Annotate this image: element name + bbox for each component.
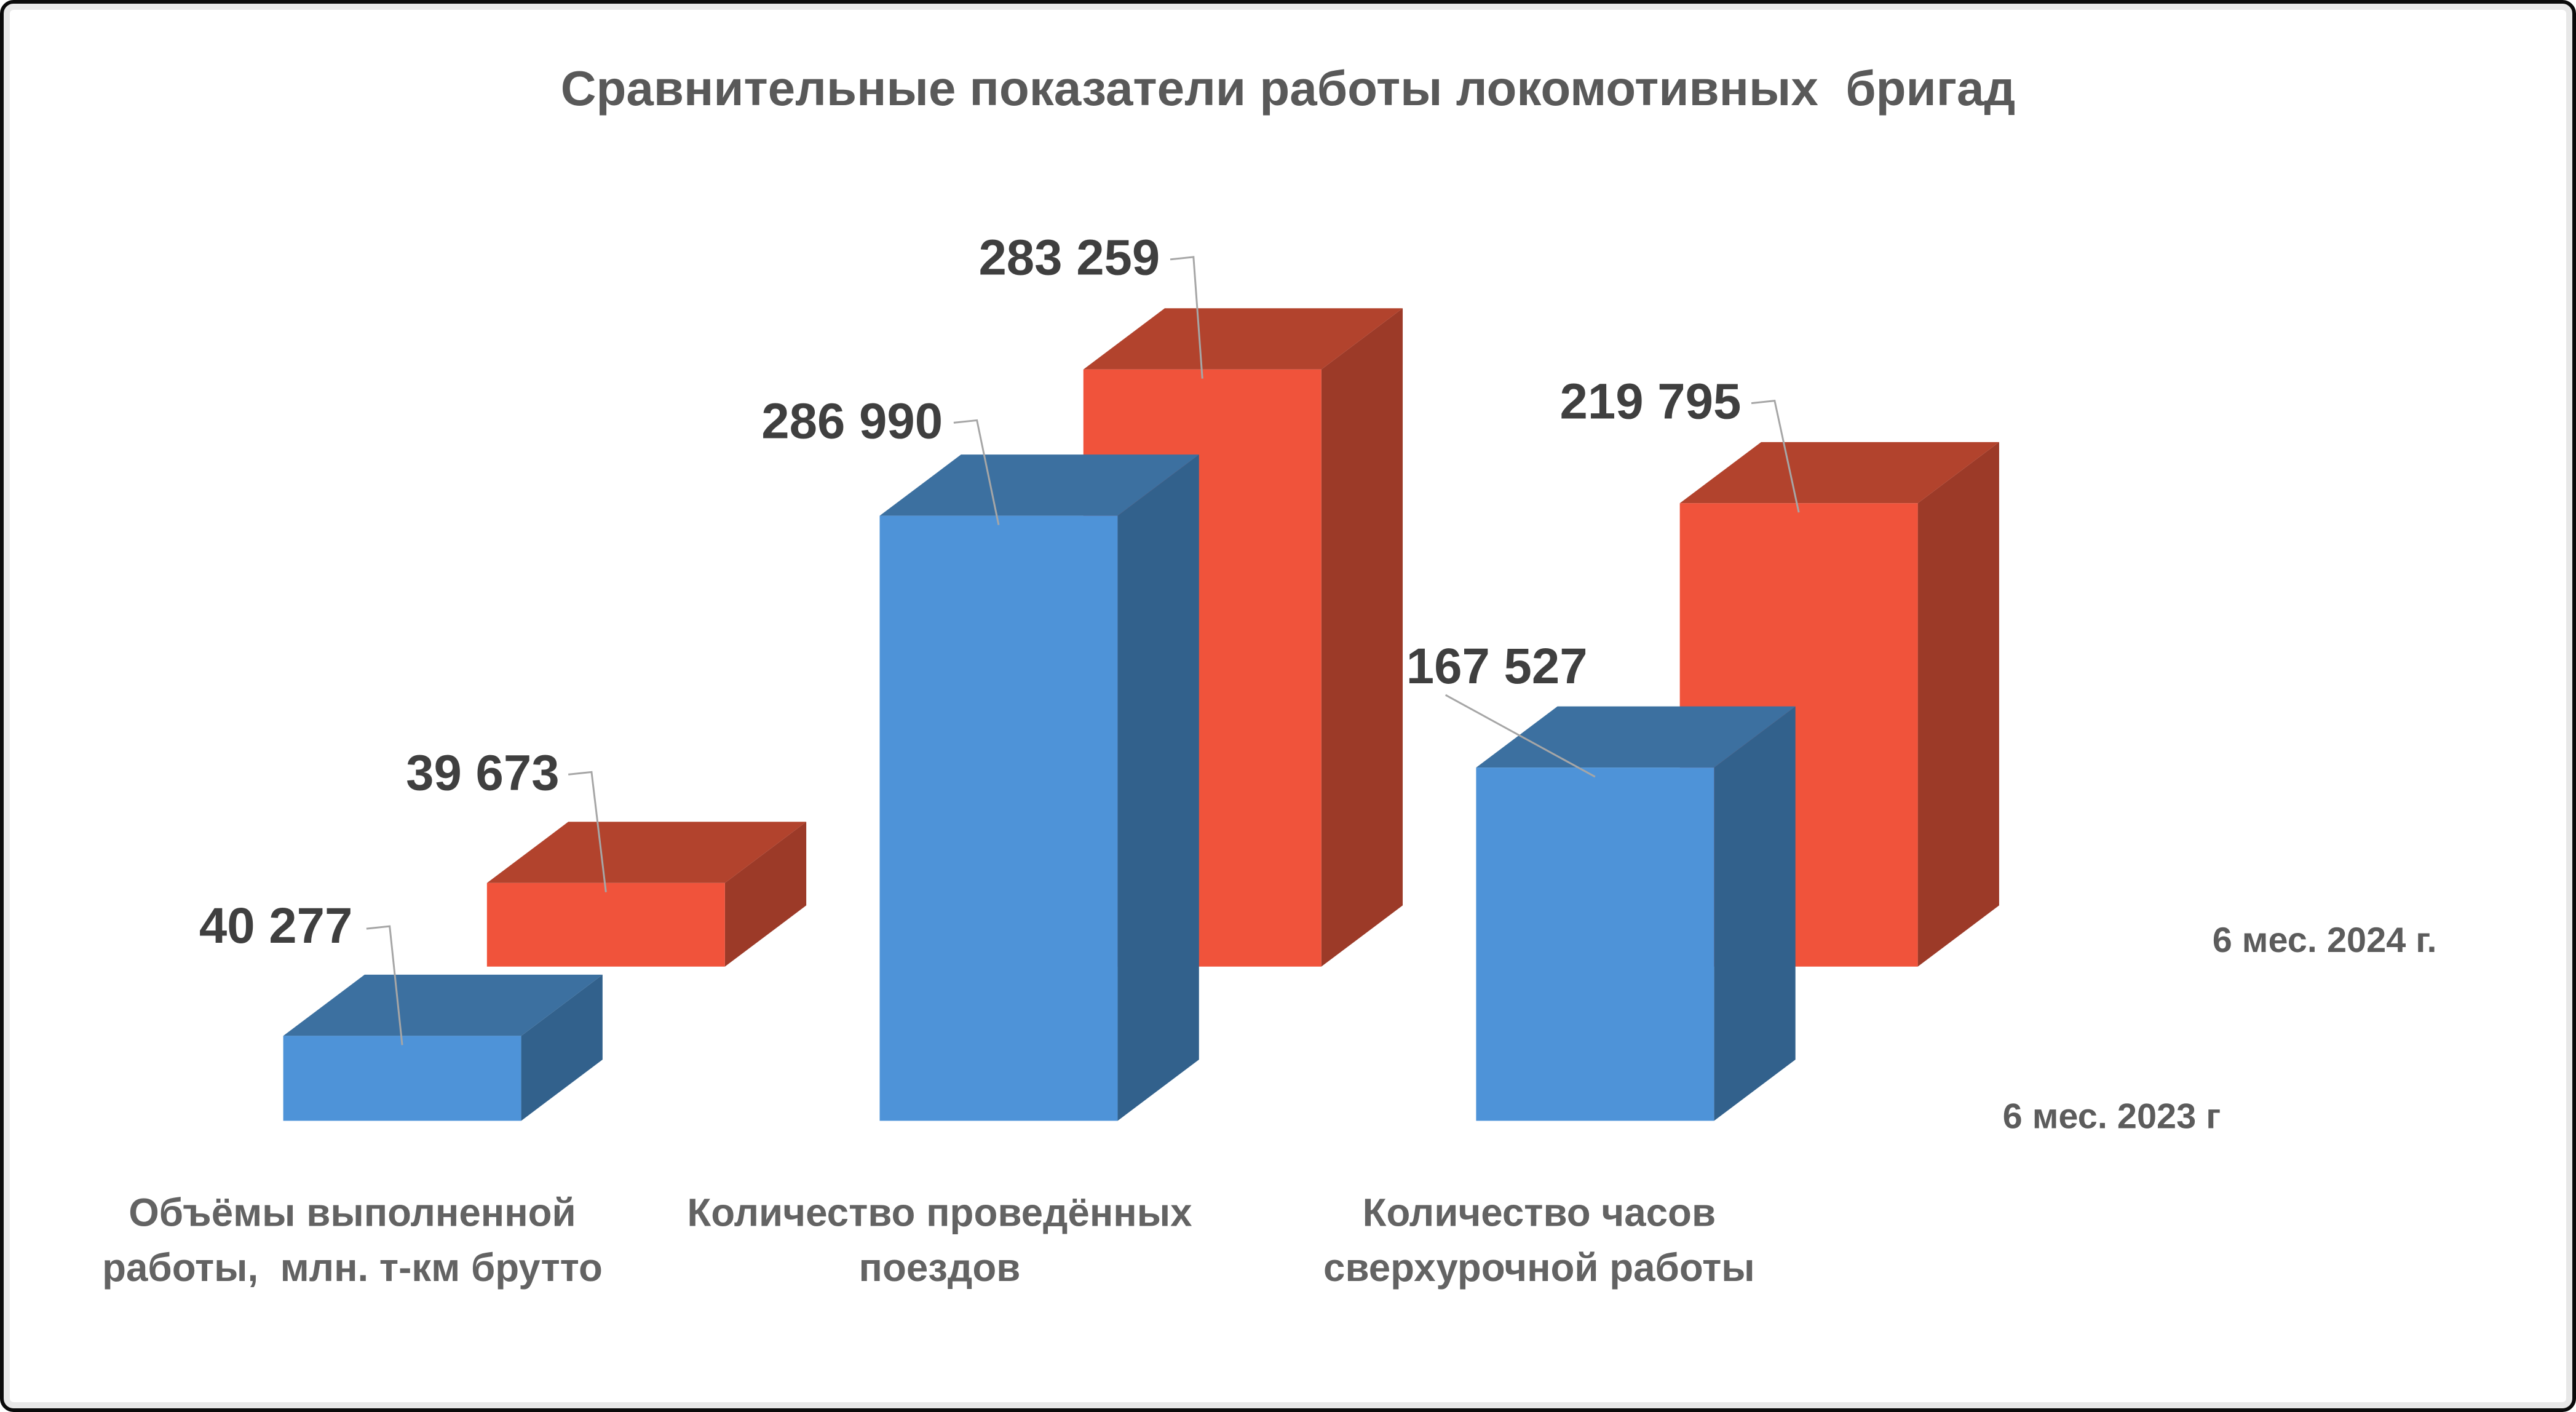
- leader-line: [1170, 256, 1203, 379]
- leader-line: [953, 419, 1000, 525]
- bar-side-face: [1917, 442, 1999, 967]
- bar-side-face: [521, 974, 603, 1121]
- bar-top-face: [283, 974, 603, 1036]
- category-label-line1: Количество часов: [1363, 1191, 1716, 1235]
- bar-top-face: [1083, 308, 1403, 370]
- bar-side-face: [724, 822, 807, 967]
- data-labels: 40 277 286 990 167 527 39 673 283 259 219 795: [199, 230, 1741, 954]
- leader-line: [1445, 694, 1596, 778]
- bar-62024-cat1: [486, 822, 807, 967]
- bar-front-face: [283, 1036, 521, 1121]
- data-label: 167 527: [1406, 638, 1588, 694]
- series-label: 6 мес. 2023 г: [2003, 1097, 2221, 1136]
- leader-line: [568, 771, 607, 892]
- bar-top-face: [879, 454, 1199, 516]
- category-label-line1: Объёмы выполненной: [129, 1191, 576, 1235]
- category-labels: Объёмы выполненной работы, млн. т-км брут…: [102, 1191, 1755, 1290]
- bar-top-face: [1679, 442, 1999, 504]
- data-label: 286 990: [761, 393, 943, 449]
- bar-top-face: [486, 822, 807, 883]
- chart-title: Сравнительные показатели работы локомоти…: [560, 61, 2016, 116]
- data-label: 219 795: [1559, 373, 1741, 429]
- data-label: 40 277: [199, 898, 352, 954]
- leader-line: [366, 925, 403, 1045]
- bar-front-face: [1476, 767, 1714, 1121]
- leader-line: [1751, 399, 1800, 513]
- bar-top-face: [1476, 706, 1796, 768]
- category-label-line2: поездов: [859, 1246, 1021, 1290]
- bar-side-face: [1714, 706, 1796, 1121]
- bar-front-face: [879, 515, 1118, 1121]
- bar-side-face: [1117, 454, 1199, 1121]
- bar-front-face: [486, 883, 725, 967]
- series-axis-labels: 6 мес. 2024 г. 6 мес. 2023 г: [2003, 921, 2437, 1136]
- bar-62023-cat2: [879, 454, 1199, 1121]
- category-label-line2: сверхурочной работы: [1323, 1246, 1755, 1290]
- series-label: 6 мес. 2024 г.: [2213, 921, 2437, 960]
- leader-lines: [366, 256, 1800, 1045]
- category-label-line1: Количество проведённых: [687, 1191, 1192, 1235]
- data-label: 39 673: [406, 745, 559, 801]
- data-label: 283 259: [978, 230, 1160, 286]
- chart-canvas: 40 277 286 990 167 527 39 673 283 259 219 795…: [102, 230, 2437, 1290]
- bar-62023-cat3: [1476, 706, 1796, 1121]
- bar-side-face: [1321, 308, 1403, 967]
- category-label-line2: работы, млн. т-км брутто: [102, 1246, 603, 1290]
- series-front-2023: [283, 454, 1796, 1121]
- bar-62023-cat1: [283, 974, 603, 1121]
